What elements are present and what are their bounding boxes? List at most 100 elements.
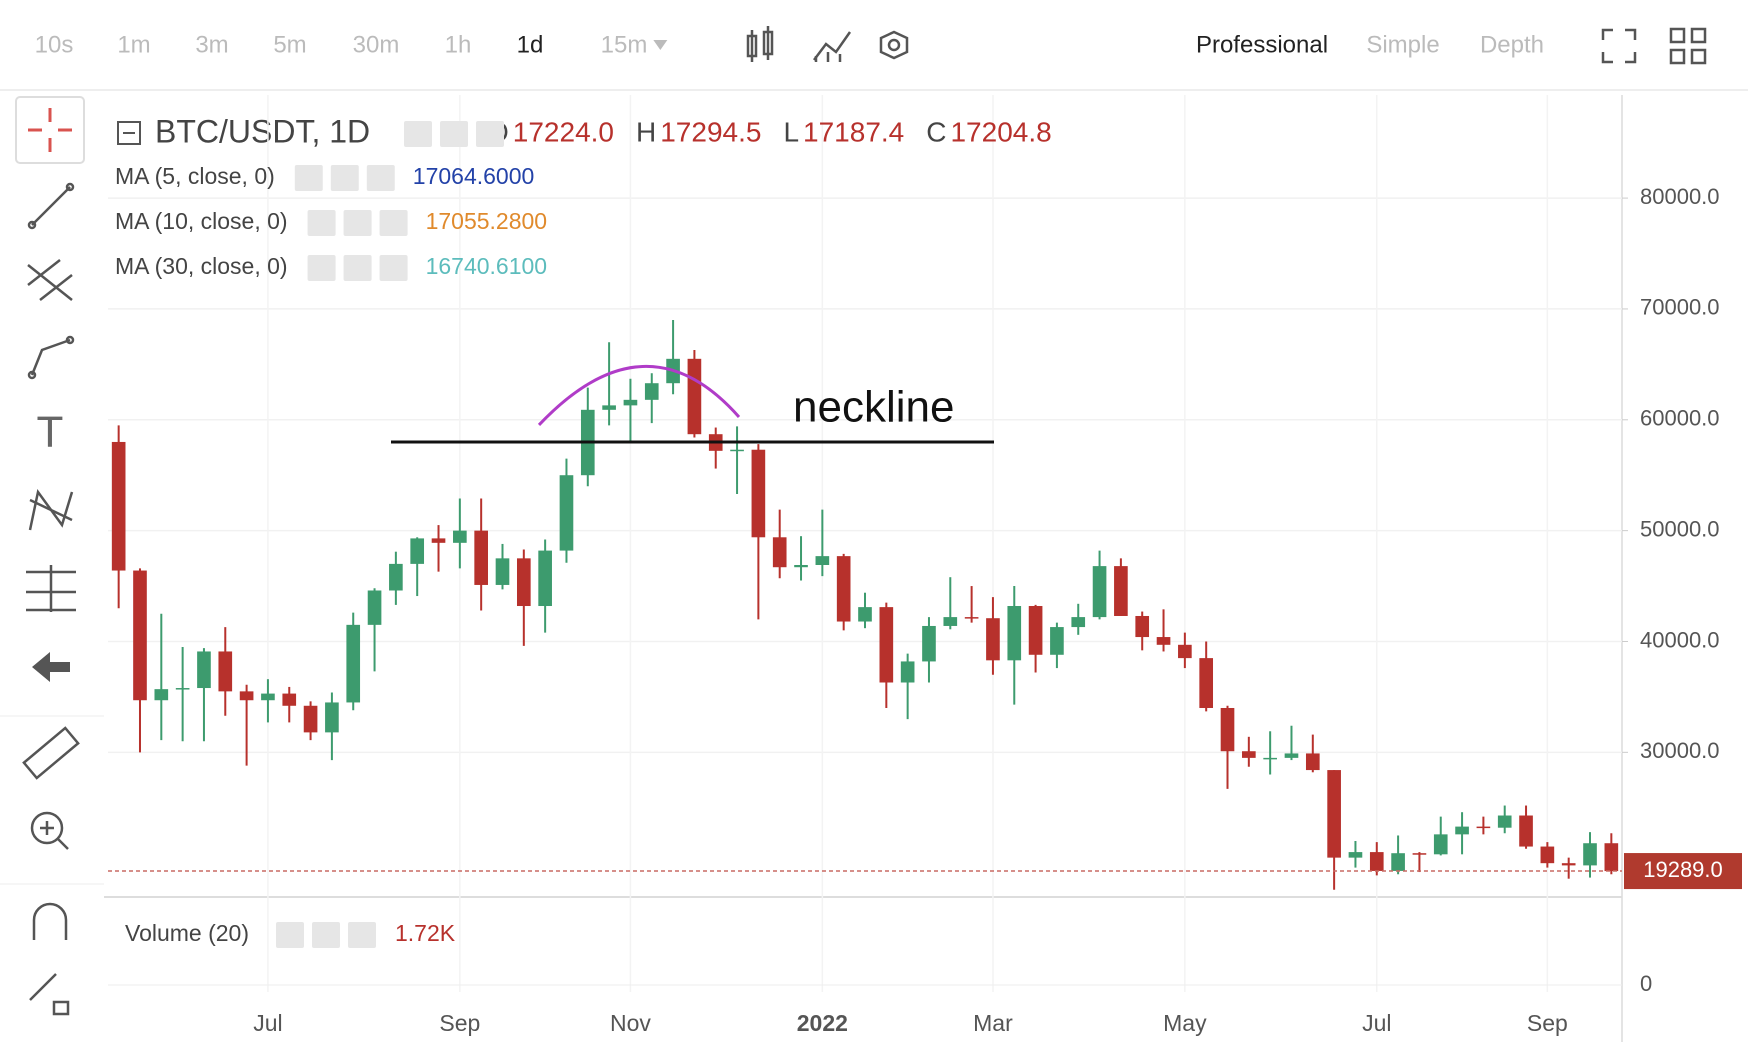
legend-button[interactable] <box>379 255 408 281</box>
candle-body <box>794 564 808 568</box>
candle-body <box>1305 753 1320 771</box>
x-tick-label: Jul <box>1362 1010 1391 1036</box>
candle-body <box>197 651 211 689</box>
candle-body <box>1433 834 1448 855</box>
ohlc-value: 17224.0 <box>513 116 614 147</box>
interval-button[interactable]: 15m <box>601 31 648 58</box>
candle-body <box>943 617 958 626</box>
candle-body <box>431 538 446 543</box>
magnet-tool[interactable] <box>32 902 68 940</box>
crosshair-tool[interactable] <box>15 96 85 164</box>
candle-body <box>239 691 254 701</box>
candle-body <box>1156 637 1171 645</box>
back-tool[interactable] <box>32 652 70 682</box>
candle-body <box>879 607 894 683</box>
neckline-label: neckline <box>793 383 954 432</box>
zoom-tool[interactable] <box>30 811 69 850</box>
indicator-name: MA (10, close, 0) <box>115 208 288 234</box>
indicator-name: MA (5, close, 0) <box>115 163 275 189</box>
x-tick-label: Mar <box>973 1010 1013 1036</box>
mode-button[interactable]: Professional <box>1196 31 1328 58</box>
ohlc-label: L <box>783 116 799 147</box>
legend-button[interactable] <box>476 121 504 147</box>
legend-button[interactable] <box>312 922 340 948</box>
candle-body <box>111 441 126 571</box>
pattern-tool[interactable] <box>28 488 74 531</box>
legend-button[interactable] <box>330 165 359 191</box>
volume-value: 1.72K <box>395 920 456 946</box>
mode-button[interactable]: Depth <box>1480 31 1544 58</box>
legend-button[interactable] <box>307 210 336 236</box>
candle-body <box>538 550 552 607</box>
candle-body <box>175 688 190 690</box>
interval-button[interactable]: 1d <box>517 31 544 58</box>
candle-body <box>1412 853 1427 855</box>
path-tool[interactable] <box>27 335 75 380</box>
candle-body <box>1007 606 1022 661</box>
candle-body <box>1497 815 1512 828</box>
candle-body <box>154 689 169 701</box>
legend-button[interactable] <box>294 165 323 191</box>
legend-button[interactable] <box>307 255 336 281</box>
candle-body <box>1476 826 1491 829</box>
candle-body <box>1369 852 1384 871</box>
indicator-value: 16740.6100 <box>426 253 548 279</box>
legend-button[interactable] <box>343 255 372 281</box>
legend-button[interactable] <box>343 210 372 236</box>
legend-button[interactable] <box>379 210 408 236</box>
settings-icon[interactable] <box>879 30 909 60</box>
indicator-name: MA (30, close, 0) <box>115 253 288 279</box>
fullscreen-icon[interactable] <box>1601 28 1637 64</box>
candle-body <box>1199 658 1214 708</box>
candle-body <box>559 475 574 551</box>
ruler-tool[interactable] <box>22 726 80 780</box>
candle-body <box>730 449 744 452</box>
legend-button[interactable] <box>440 121 468 147</box>
x-tick-label: Sep <box>439 1010 480 1036</box>
x-tick-label: Nov <box>610 1010 651 1036</box>
ohlc-label: C <box>926 116 946 147</box>
interval-button[interactable]: 1h <box>445 31 472 58</box>
x-tick-label: 2022 <box>797 1010 848 1036</box>
measure-tool[interactable] <box>26 565 76 612</box>
x-tick-label: Sep <box>1527 1010 1568 1036</box>
candle-body <box>453 530 467 543</box>
candle-body <box>1242 751 1256 758</box>
interval-button[interactable]: 30m <box>353 31 400 58</box>
candle-type-icon[interactable] <box>746 26 774 62</box>
draw-lock-tool[interactable] <box>29 973 70 1016</box>
candle-body <box>1028 606 1043 655</box>
interval-button[interactable]: 3m <box>195 31 228 58</box>
mode-button[interactable]: Simple <box>1366 31 1439 58</box>
collapse-toggle[interactable] <box>117 121 141 145</box>
volume-tick-label: 0 <box>1640 971 1652 996</box>
candle-body <box>623 399 638 406</box>
layout-icon[interactable] <box>1669 27 1707 65</box>
fib-tool[interactable] <box>27 259 73 301</box>
indicator-icon[interactable] <box>813 31 852 62</box>
candle-body <box>1391 853 1405 871</box>
candle-body <box>1050 627 1064 655</box>
text-tool[interactable]: T <box>37 408 64 457</box>
candle-body <box>1327 770 1341 858</box>
candle-body <box>836 556 851 622</box>
legend-button[interactable] <box>276 922 304 948</box>
interval-button[interactable]: 1m <box>117 31 150 58</box>
interval-button[interactable]: 5m <box>273 31 306 58</box>
candle-body <box>964 617 979 619</box>
y-tick-label: 40000.0 <box>1640 627 1720 652</box>
crosshair-icon <box>28 108 72 152</box>
candle-body <box>303 705 318 733</box>
legend-button[interactable] <box>366 165 395 191</box>
legend-button[interactable] <box>348 922 376 948</box>
interval-button[interactable]: 10s <box>35 31 74 58</box>
candle-body <box>1135 615 1150 638</box>
candle-body <box>644 383 659 400</box>
trendline-tool[interactable] <box>27 182 75 230</box>
candle-body <box>1604 843 1619 872</box>
legend-button[interactable] <box>404 121 432 147</box>
ohlc-label: H <box>636 116 656 147</box>
ohlc-value: 17294.5 <box>660 116 761 147</box>
candle-body <box>325 702 339 733</box>
candle-body <box>474 530 488 585</box>
